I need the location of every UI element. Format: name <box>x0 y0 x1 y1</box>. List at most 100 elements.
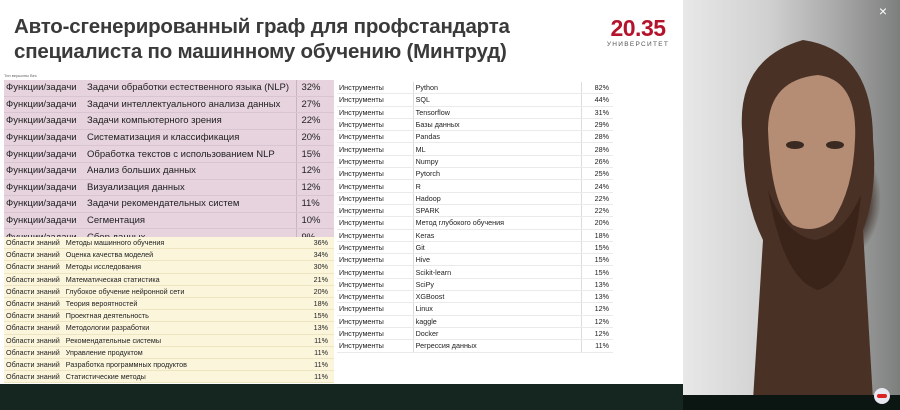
close-icon[interactable]: × <box>878 3 888 19</box>
cell-weight: 18% <box>580 229 613 242</box>
cell-weight: 12% <box>580 302 613 316</box>
cell-name: Keras <box>412 229 582 242</box>
knowledge-row: Области знаний Рекомендательные системы 11… <box>4 334 334 347</box>
cell-weight: 22% <box>296 112 334 130</box>
cell-name: Рекомендательные системы <box>63 334 298 347</box>
cell-type: Инструменты <box>337 130 414 144</box>
cell-weight: 20% <box>297 285 334 298</box>
cell-weight: 32% <box>296 80 334 97</box>
cell-weight: 44% <box>580 93 613 107</box>
cell-type: Инструменты <box>337 93 414 107</box>
cell-name: Метод глубокого обучения <box>412 216 582 230</box>
tool-row: Инструменты Tensorflow 31% <box>337 106 613 119</box>
knowledge-row: Области знаний Статистические методы 11% <box>4 370 334 384</box>
knowledge-row: Области знаний Методы машинного обучения 3… <box>4 237 334 250</box>
cell-name: ML <box>412 142 582 156</box>
cell-weight: 11% <box>297 334 334 347</box>
tool-row: Инструменты Keras 18% <box>337 229 613 242</box>
cell-type: Инструменты <box>337 315 414 328</box>
cell-weight: 13% <box>580 278 613 292</box>
webcam-video: × <box>683 0 900 395</box>
cell-weight: 11% <box>297 346 334 359</box>
cell-weight: 29% <box>580 118 613 132</box>
cell-type: Области знаний <box>4 273 64 286</box>
cell-name: Hadoop <box>412 192 582 205</box>
tool-row: Инструменты SPARK 22% <box>337 204 613 218</box>
cell-weight: 22% <box>580 204 613 218</box>
bottom-bar <box>0 384 683 410</box>
cell-weight: 24% <box>580 179 613 193</box>
cell-type: Области знаний <box>4 297 64 311</box>
cell-type: Функции/задачи <box>4 212 85 230</box>
cell-type: Области знаний <box>4 321 64 335</box>
tool-row: Инструменты ML 28% <box>337 142 613 156</box>
cell-type: Функции/задачи <box>4 195 85 213</box>
cell-type: Инструменты <box>337 327 414 341</box>
cell-weight: 20% <box>580 216 613 230</box>
cell-name: Методологии разработки <box>63 321 298 335</box>
cell-type: Инструменты <box>337 241 414 255</box>
cell-name: Математическая статистика <box>63 273 298 286</box>
tool-row: Инструменты SQL 44% <box>337 93 613 107</box>
task-row: Функции/задачи Задачи компьютерного зрени… <box>4 112 334 130</box>
cell-name: Docker <box>412 327 582 341</box>
cell-type: Инструменты <box>337 216 414 230</box>
cell-name: SciPy <box>412 278 582 292</box>
cell-name: Задачи интеллектуального анализа данных <box>84 96 297 114</box>
cell-type: Инструменты <box>337 265 414 279</box>
cell-name: Numpy <box>412 155 582 169</box>
knowledge-row: Области знаний Управление продуктом 11% <box>4 346 334 359</box>
cell-weight: 26% <box>580 155 613 169</box>
cell-weight: 15% <box>580 241 613 255</box>
cell-name: Статистические методы <box>63 370 298 384</box>
cell-weight: 15% <box>580 265 613 279</box>
cell-name: Оценка качества моделей <box>63 248 298 262</box>
cell-weight: 11% <box>296 195 334 213</box>
cell-name: Hive <box>412 253 582 267</box>
tool-row: Инструменты Регрессия данных 11% <box>337 339 613 353</box>
cell-weight: 15% <box>580 253 613 267</box>
cell-name: Глубокое обучение нейронной сети <box>63 285 298 298</box>
logo-number: 20.35 <box>610 15 666 41</box>
tool-row: Инструменты SciPy 13% <box>337 278 613 292</box>
cell-weight: 10% <box>296 212 334 230</box>
cell-type: Области знаний <box>4 370 64 384</box>
cell-weight: 12% <box>580 327 613 341</box>
cell-weight: 36% <box>297 237 334 250</box>
tool-row: Инструменты kaggle 12% <box>337 315 613 328</box>
task-row: Функции/задачи Задачи рекомендательных си… <box>4 195 334 213</box>
slide-title: Авто-сгенерированный граф для профстанда… <box>14 15 510 63</box>
cell-name: Проектная деятельность <box>63 309 298 323</box>
tasks-table: Функции/задачи Задачи обработки естествен… <box>4 80 334 246</box>
cell-weight: 22% <box>580 192 613 205</box>
app-icon[interactable] <box>874 388 890 404</box>
cell-name: Управление продуктом <box>63 346 298 359</box>
cell-type: Инструменты <box>337 204 414 218</box>
cell-type: Функции/задачи <box>4 129 85 147</box>
knowledge-row: Области знаний Глубокое обучение нейронно… <box>4 285 334 298</box>
table-header-caption: Тип вершины Вес <box>4 73 37 78</box>
cell-type: Области знаний <box>4 358 64 372</box>
cell-name: Pytorch <box>412 167 582 181</box>
cell-type: Инструменты <box>337 179 414 193</box>
cell-name: Визуализация данных <box>84 179 297 197</box>
cell-type: Функции/задачи <box>4 80 85 97</box>
knowledge-row: Области знаний Оценка качества моделей 34% <box>4 248 334 262</box>
cell-weight: 20% <box>296 129 334 147</box>
logo-text: УНИВЕРСИТЕТ <box>606 41 670 48</box>
cell-type: Области знаний <box>4 346 64 359</box>
cell-weight: 82% <box>580 82 613 95</box>
cell-weight: 21% <box>297 273 334 286</box>
cell-name: Tensorflow <box>412 106 582 119</box>
knowledge-row: Области знаний Методы исследования 30% <box>4 260 334 274</box>
knowledge-row: Области знаний Теория вероятностей 18% <box>4 297 334 311</box>
tool-row: Инструменты Базы данных 29% <box>337 118 613 132</box>
cell-weight: 12% <box>580 315 613 328</box>
tool-row: Инструменты Pytorch 25% <box>337 167 613 181</box>
cell-weight: 34% <box>297 248 334 262</box>
cell-name: Методы машинного обучения <box>63 237 298 250</box>
tool-row: Инструменты XGBoost 13% <box>337 290 613 304</box>
cell-name: Задачи рекомендательных систем <box>84 195 297 213</box>
presentation-slide: Авто-сгенерированный граф для профстанда… <box>0 0 683 384</box>
task-row: Функции/задачи Систематизация и классифик… <box>4 129 334 147</box>
